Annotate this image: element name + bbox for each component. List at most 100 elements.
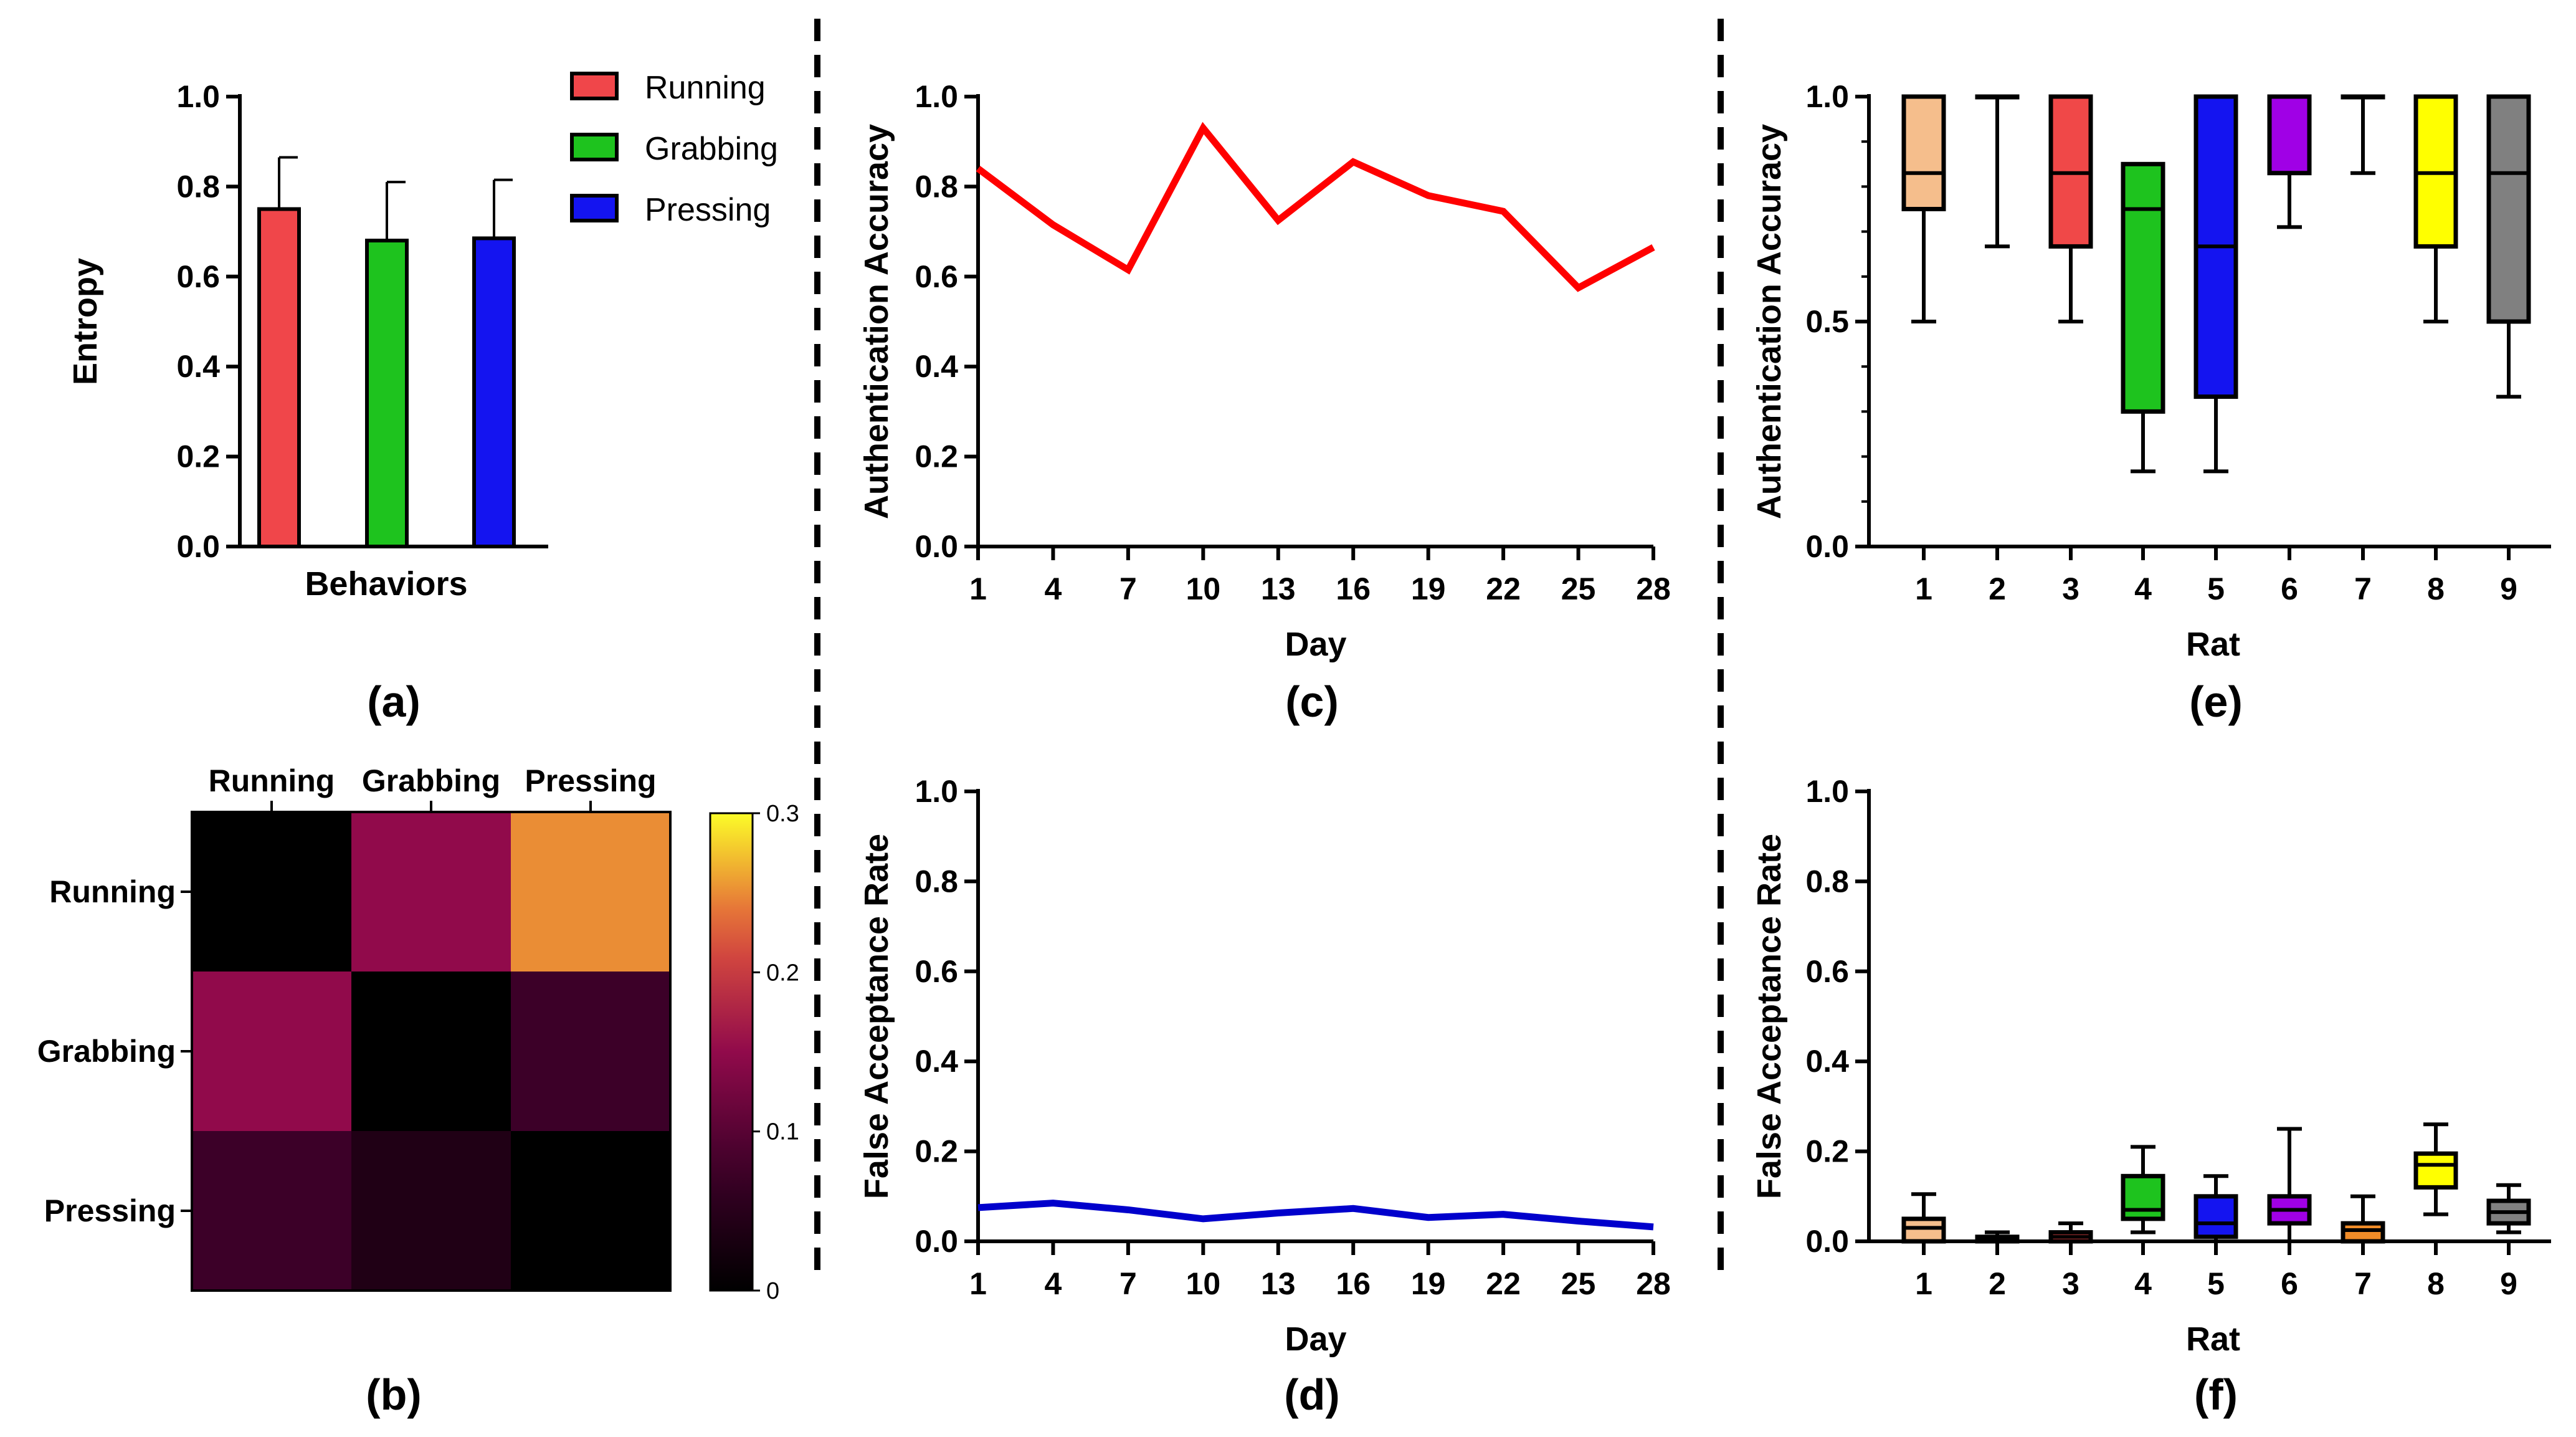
box-rat-9: [2486, 94, 2531, 324]
x-tick-label: 8: [2427, 571, 2445, 606]
x-tick-label: 25: [1561, 571, 1596, 606]
box-rat-6: [2267, 94, 2312, 176]
panel-label-c: (c): [1285, 677, 1339, 726]
x-tick-label: 5: [2207, 571, 2225, 606]
y-tick-label: 0.4: [915, 349, 958, 384]
x-tick-label: 2: [1989, 1266, 2006, 1301]
heatmap-cell-r0-c2: [511, 812, 671, 972]
y-tick-label: 0.0: [1805, 1224, 1849, 1259]
y-tick-label: 1.0: [1805, 79, 1849, 114]
colorbar-tick-label: 0.1: [766, 1119, 799, 1145]
y-tick-label: 0.2: [176, 439, 220, 474]
y-tick-label: 0.0: [1805, 529, 1849, 564]
y-axis-label: False Acceptance Rate: [858, 834, 895, 1199]
box-rat-1: [1901, 1216, 1946, 1244]
col-label: Running: [209, 763, 335, 798]
legend-swatch: [570, 194, 619, 222]
y-tick-label: 1.0: [915, 774, 958, 809]
y-tick-label: 0.4: [176, 349, 220, 384]
x-axis-label: Rat: [2186, 626, 2240, 663]
y-tick-label: 0.6: [915, 954, 958, 989]
panel-c: 0.0 0.2 0.4 0.6 0.8 1.0 1 4 7 10 13 16 19 22 25 28 Day Au…: [858, 79, 1671, 726]
heatmap-cell-r2-c1: [351, 1131, 511, 1291]
box-rat-4: [2121, 161, 2165, 414]
x-tick-label: 19: [1411, 1266, 1446, 1301]
y-tick-label: 1.0: [176, 79, 220, 114]
legend-label: Pressing: [645, 192, 771, 228]
colorbar-tick-label: 0.3: [766, 801, 799, 827]
x-tick-label: 3: [2062, 1266, 2079, 1301]
y-tick-label: 0.6: [176, 259, 220, 294]
panel-a: 0.0 0.2 0.4 0.6 0.8 1.0 Behaviors Entropy Runnin…: [67, 70, 778, 726]
legend-label: Running: [645, 70, 766, 106]
panel-label-b: (b): [366, 1370, 421, 1419]
x-axis-label: Rat: [2186, 1320, 2240, 1358]
colorbar-tick-label: 0: [766, 1278, 779, 1304]
x-tick-label: 10: [1186, 571, 1221, 606]
y-tick-label: 0.4: [1805, 1044, 1849, 1079]
panel-f: 0.0 0.2 0.4 0.6 0.8 1.0 1 2 3 4 5 6 7 8 9 Rat False Acce…: [1751, 774, 2551, 1419]
x-tick-label: 1: [969, 1266, 987, 1301]
bar-grabbing: [365, 239, 409, 548]
row-label: Running: [49, 874, 176, 909]
bar-pressing: [472, 236, 516, 548]
x-tick-label: 28: [1636, 1266, 1671, 1301]
series-line: [977, 1200, 1654, 1231]
y-axis-label: Entropy: [67, 258, 104, 385]
heatmap-cell-r1-c0: [192, 972, 352, 1132]
y-tick-label: 0.0: [176, 529, 220, 564]
x-tick-label: 4: [1045, 1266, 1062, 1301]
col-label: Grabbing: [362, 763, 500, 798]
panel-d: 0.0 0.2 0.4 0.6 0.8 1.0 1 4 7 10 13 16 19 22 25 28 Day Fa…: [858, 774, 1671, 1419]
row-label: Grabbing: [37, 1034, 176, 1069]
y-axis-label: Authentication Accuracy: [858, 124, 895, 519]
x-tick-label: 4: [2134, 571, 2152, 606]
x-tick-label: 6: [2281, 1266, 2298, 1301]
x-tick-label: 7: [2354, 571, 2372, 606]
panel-label-f: (f): [2194, 1370, 2238, 1419]
x-tick-label: 7: [1119, 1266, 1137, 1301]
heatmap-cell-r2-c0: [192, 1131, 352, 1291]
x-tick-label: 22: [1486, 1266, 1521, 1301]
y-tick-label: 0.2: [915, 439, 958, 474]
col-label: Pressing: [525, 763, 656, 798]
y-tick-label: 0.8: [176, 169, 220, 204]
box-rat-7: [2341, 1221, 2385, 1244]
x-tick-label: 2: [1989, 571, 2006, 606]
y-tick-label: 0.8: [1805, 864, 1849, 899]
x-tick-label: 1: [969, 571, 987, 606]
legend-label: Grabbing: [645, 131, 778, 167]
legend-swatch: [570, 72, 619, 100]
x-tick-label: 4: [1045, 571, 1062, 606]
x-tick-label: 25: [1561, 1266, 1596, 1301]
box-rat-1: [1901, 94, 1946, 211]
row-label: Pressing: [44, 1193, 176, 1228]
x-tick-label: 9: [2500, 571, 2517, 606]
panel-e: 0.0 0.5 1.0 1 2 3 4 5 6 7 8 9 Rat Authentication Accu…: [1751, 79, 2551, 726]
y-tick-label: 1.0: [1805, 774, 1849, 809]
x-tick-label: 13: [1261, 571, 1296, 606]
y-tick-label: 0.2: [915, 1134, 958, 1169]
y-tick-label: 0.4: [915, 1044, 958, 1079]
panel-b: Running Grabbing Pressing Running Grabbing Pr…: [37, 763, 799, 1419]
heatmap-cell-r0-c1: [351, 812, 511, 972]
x-tick-label: 22: [1486, 571, 1521, 606]
y-tick-label: 0.0: [915, 529, 958, 564]
x-axis-label: Behaviors: [305, 565, 467, 603]
x-tick-label: 7: [1119, 571, 1137, 606]
y-tick-label: 0.6: [915, 259, 958, 294]
panel-label-d: (d): [1284, 1370, 1339, 1419]
y-axis-label: False Acceptance Rate: [1751, 834, 1788, 1199]
box-rat-5: [2193, 1194, 2238, 1239]
x-tick-label: 6: [2281, 571, 2298, 606]
y-tick-label: 0.0: [915, 1224, 958, 1259]
panel-label-e: (e): [2189, 677, 2243, 726]
y-tick-label: 0.6: [1805, 954, 1849, 989]
y-tick-label: 1.0: [915, 79, 958, 114]
y-tick-label: 0.8: [915, 169, 958, 204]
heatmap-cell-r1-c1: [351, 972, 511, 1132]
series-line: [976, 122, 1655, 292]
x-tick-label: 1: [1915, 1266, 1932, 1301]
y-tick-label: 0.2: [1805, 1134, 1849, 1169]
colorbar: [709, 812, 754, 1292]
